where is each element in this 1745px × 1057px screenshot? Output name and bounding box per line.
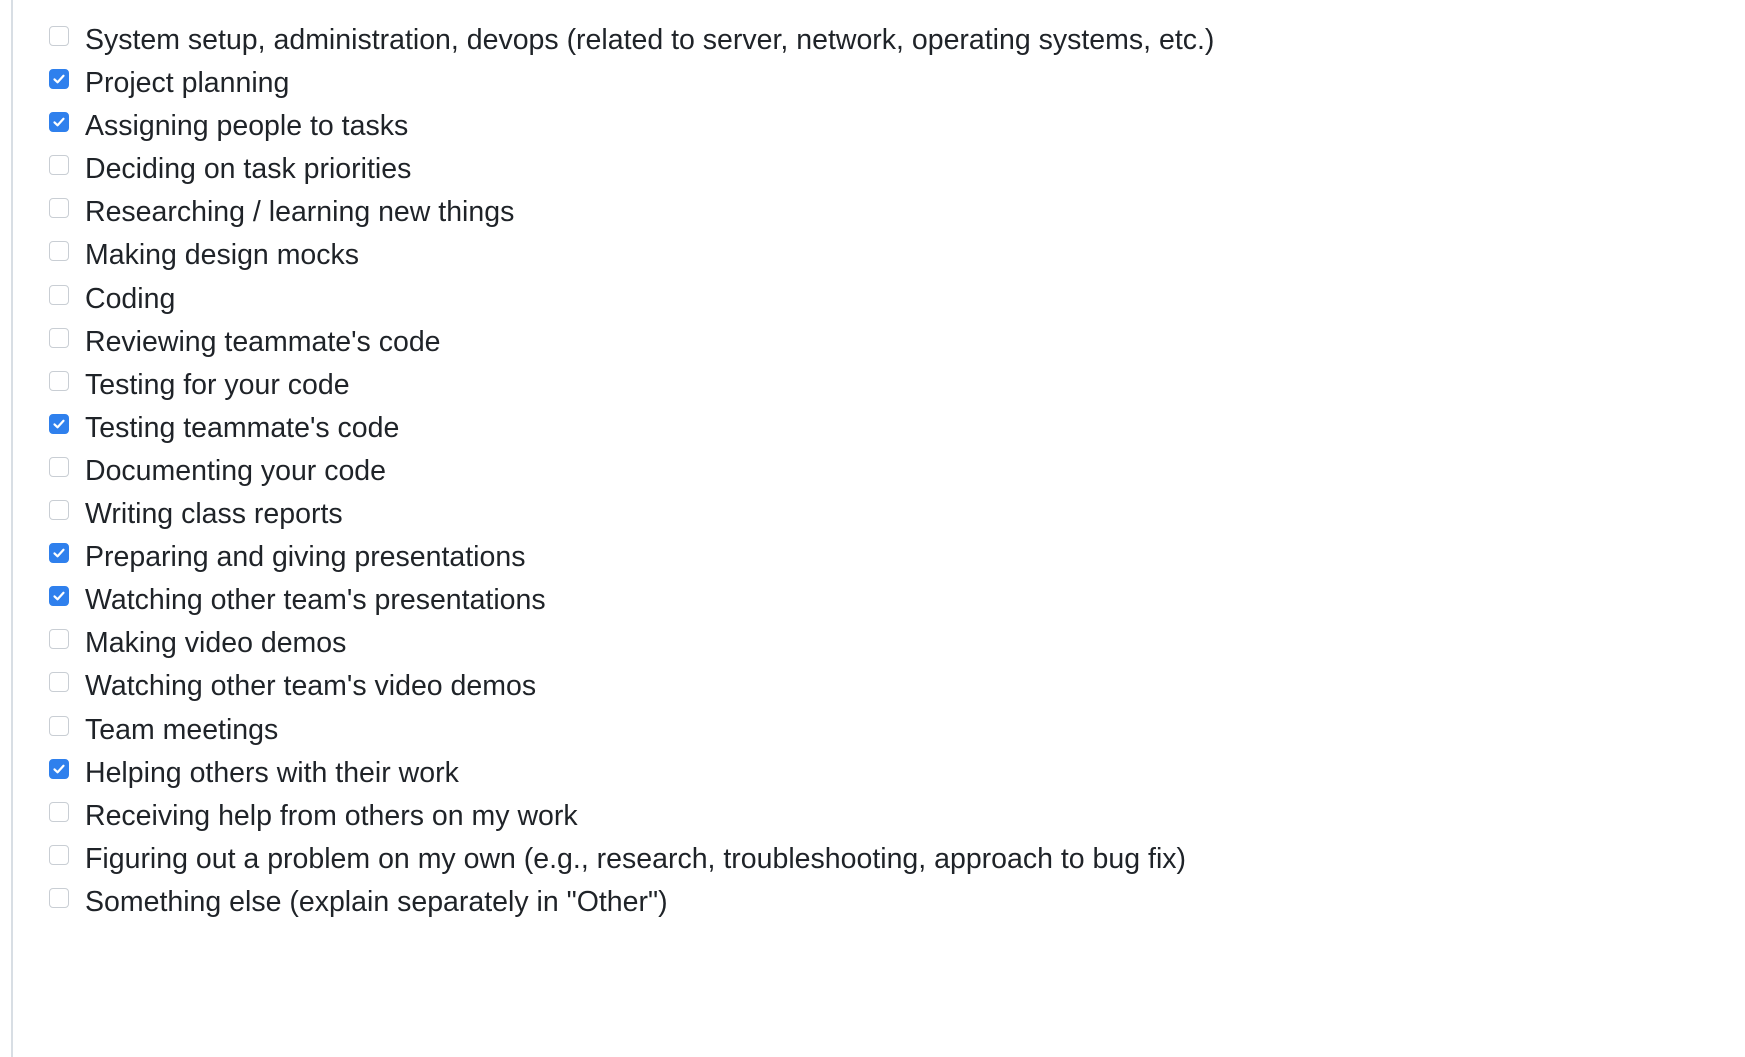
checkmark-icon bbox=[53, 548, 65, 558]
checkbox-3[interactable] bbox=[49, 155, 69, 176]
checklist-item-label: Project planning bbox=[85, 67, 290, 100]
checklist-item-label: Watching other team's presentations bbox=[85, 584, 546, 617]
checkmark-icon bbox=[53, 419, 65, 429]
checkmark-icon bbox=[53, 74, 65, 84]
checklist-item-label: Reviewing teammate's code bbox=[85, 325, 441, 358]
checklist-item-label: Assigning people to tasks bbox=[85, 110, 409, 143]
checkbox-8[interactable] bbox=[49, 370, 69, 391]
checklist-item-label: System setup, administration, devops (re… bbox=[85, 24, 1215, 56]
checkmark-icon bbox=[53, 591, 65, 601]
checkmark-icon bbox=[53, 764, 65, 773]
checkbox-15[interactable] bbox=[49, 672, 69, 693]
checklist-item-label: Watching other team's video demos bbox=[85, 670, 537, 703]
checklist-item-label: Helping others with their work bbox=[85, 756, 459, 789]
checklist-item-label: Deciding on task priorities bbox=[85, 153, 412, 186]
checklist-item-label: Receiving help from others on my work bbox=[85, 799, 578, 832]
checklist-item-label: Making design mocks bbox=[85, 239, 360, 272]
checkbox-7[interactable] bbox=[49, 327, 69, 348]
checklist-item-label: Figuring out a problem on my own (e.g., … bbox=[85, 842, 1187, 875]
left-border-rule bbox=[11, 0, 13, 1057]
checklist-item-label: Team meetings bbox=[85, 713, 279, 746]
checkbox-14[interactable] bbox=[49, 629, 69, 650]
checkbox-4[interactable] bbox=[49, 198, 69, 219]
checkbox-11[interactable] bbox=[49, 500, 69, 521]
checkbox-20[interactable] bbox=[49, 887, 69, 908]
checkbox-2[interactable] bbox=[49, 112, 69, 133]
checklist-item-label: Preparing and giving presentations bbox=[85, 541, 526, 574]
checkbox-5[interactable] bbox=[49, 241, 69, 262]
checkbox-9[interactable] bbox=[49, 413, 69, 434]
checkbox-13[interactable] bbox=[49, 586, 69, 607]
checkbox-0[interactable] bbox=[49, 26, 69, 46]
checklist-item-label: Writing class reports bbox=[85, 498, 343, 531]
checklist-item-label: Testing teammate's code bbox=[85, 411, 400, 444]
checkbox-18[interactable] bbox=[49, 801, 69, 822]
checkmark-icon bbox=[53, 117, 65, 127]
checkbox-10[interactable] bbox=[49, 456, 69, 477]
checklist-item-label: Something else (explain separately in "O… bbox=[85, 885, 668, 918]
checkbox-1[interactable] bbox=[49, 69, 69, 90]
checklist-item-label: Making video demos bbox=[85, 627, 347, 660]
checkbox-6[interactable] bbox=[49, 284, 69, 305]
checkbox-12[interactable] bbox=[49, 543, 69, 564]
checkbox-19[interactable] bbox=[49, 844, 69, 865]
checkbox-16[interactable] bbox=[49, 715, 69, 736]
checklist-item-label: Coding bbox=[85, 282, 176, 315]
checklist-item-label: Researching / learning new things bbox=[85, 196, 515, 229]
checklist-item-label: Testing for your code bbox=[85, 368, 350, 401]
checklist-item-label: Documenting your code bbox=[85, 454, 387, 487]
checkbox-17[interactable] bbox=[49, 758, 69, 779]
